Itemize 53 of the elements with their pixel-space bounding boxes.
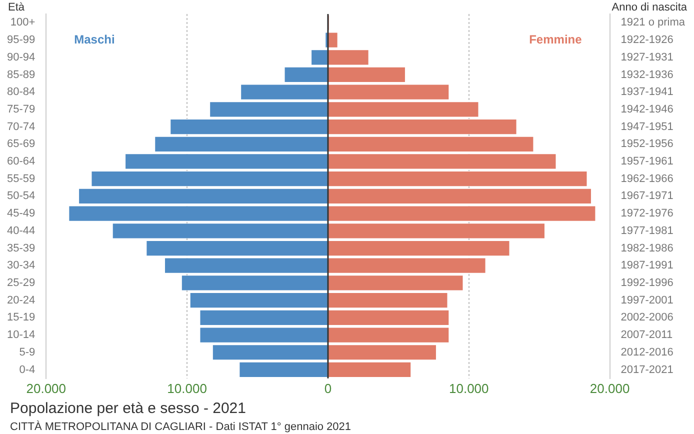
y2-axis-title: Anno di nascita [612,2,688,14]
y-tick-label: 65-69 [6,138,36,150]
x-tick-label: 20.000 [26,380,66,396]
y-tick-label: 0-4 [19,364,36,376]
text: Femmine [529,32,582,46]
text: Popolazione per età e sesso - 2021 [10,400,246,417]
y-tick-label: 80-84 [6,86,36,98]
y-tick-label: 75-79 [6,103,36,116]
y-tick-label: 10-14 [6,329,36,342]
y-tick-label: 5-9 [19,346,36,358]
y2-tick-label: 1997-2001 [620,294,674,306]
y2-tick-label: 1947-1951 [620,120,674,133]
y-tick-label: 85-89 [6,68,36,81]
y2-tick-label: 1982-1986 [620,242,674,254]
y2-tick-label: 1952-1956 [620,138,674,150]
y-tick-label: 100+ [10,16,36,29]
y-tick-label: 15-19 [6,312,36,324]
y-tick-label: 25-29 [6,276,36,289]
x-tick-label: 0 [324,380,332,396]
y-tick-label: 40-44 [6,224,36,237]
y2-tick-label: 1922-1926 [620,34,674,46]
y2-tick-label: 1977-1981 [620,224,674,237]
y2-tick-label: 1927-1931 [620,51,674,64]
y2-tick-label: 1962-1966 [620,172,674,185]
y2-tick-label: 1957-1961 [620,156,674,168]
y-tick-label: 30-34 [6,260,36,272]
y2-tick-label: 1942-1946 [620,103,674,116]
y-axis-title: Età [8,2,26,14]
y-tick-label: 35-39 [6,242,36,254]
y-tick-label: 55-59 [6,172,36,185]
y-tick-label: 60-64 [6,156,36,168]
text: Maschi [74,32,115,46]
y2-tick-label: 2007-2011 [620,329,673,342]
y-tick-label: 90-94 [6,51,36,64]
y2-tick-label: 1921 o prima [620,16,686,29]
y-tick-label: 20-24 [6,294,36,306]
y2-tick-label: 1932-1936 [620,68,674,81]
y2-tick-label: 1992-1996 [620,276,674,289]
y2-tick-label: 2017-2021 [620,364,674,376]
x-tick-label: 10.000 [167,380,207,396]
y-tick-label: 50-54 [6,190,36,202]
y-tick-label: 45-49 [6,208,36,220]
y2-tick-label: 1967-1971 [620,190,674,202]
y2-tick-label: 2002-2006 [620,312,674,324]
text: CITTÀ METROPOLITANA DI CAGLIARI - Dati ISTAT 1° gennaio 2021 [10,421,352,433]
y2-tick-label: 2012-2016 [620,346,674,358]
x-tick-label: 10.000 [448,380,489,396]
y-tick-label: 70-74 [6,120,36,133]
y2-tick-label: 1987-1991 [620,260,674,272]
y2-tick-label: 1972-1976 [620,208,674,220]
x-tick-label: 20.000 [590,380,630,396]
y2-tick-label: 1937-1941 [620,86,674,98]
y-tick-label: 95-99 [6,34,36,46]
